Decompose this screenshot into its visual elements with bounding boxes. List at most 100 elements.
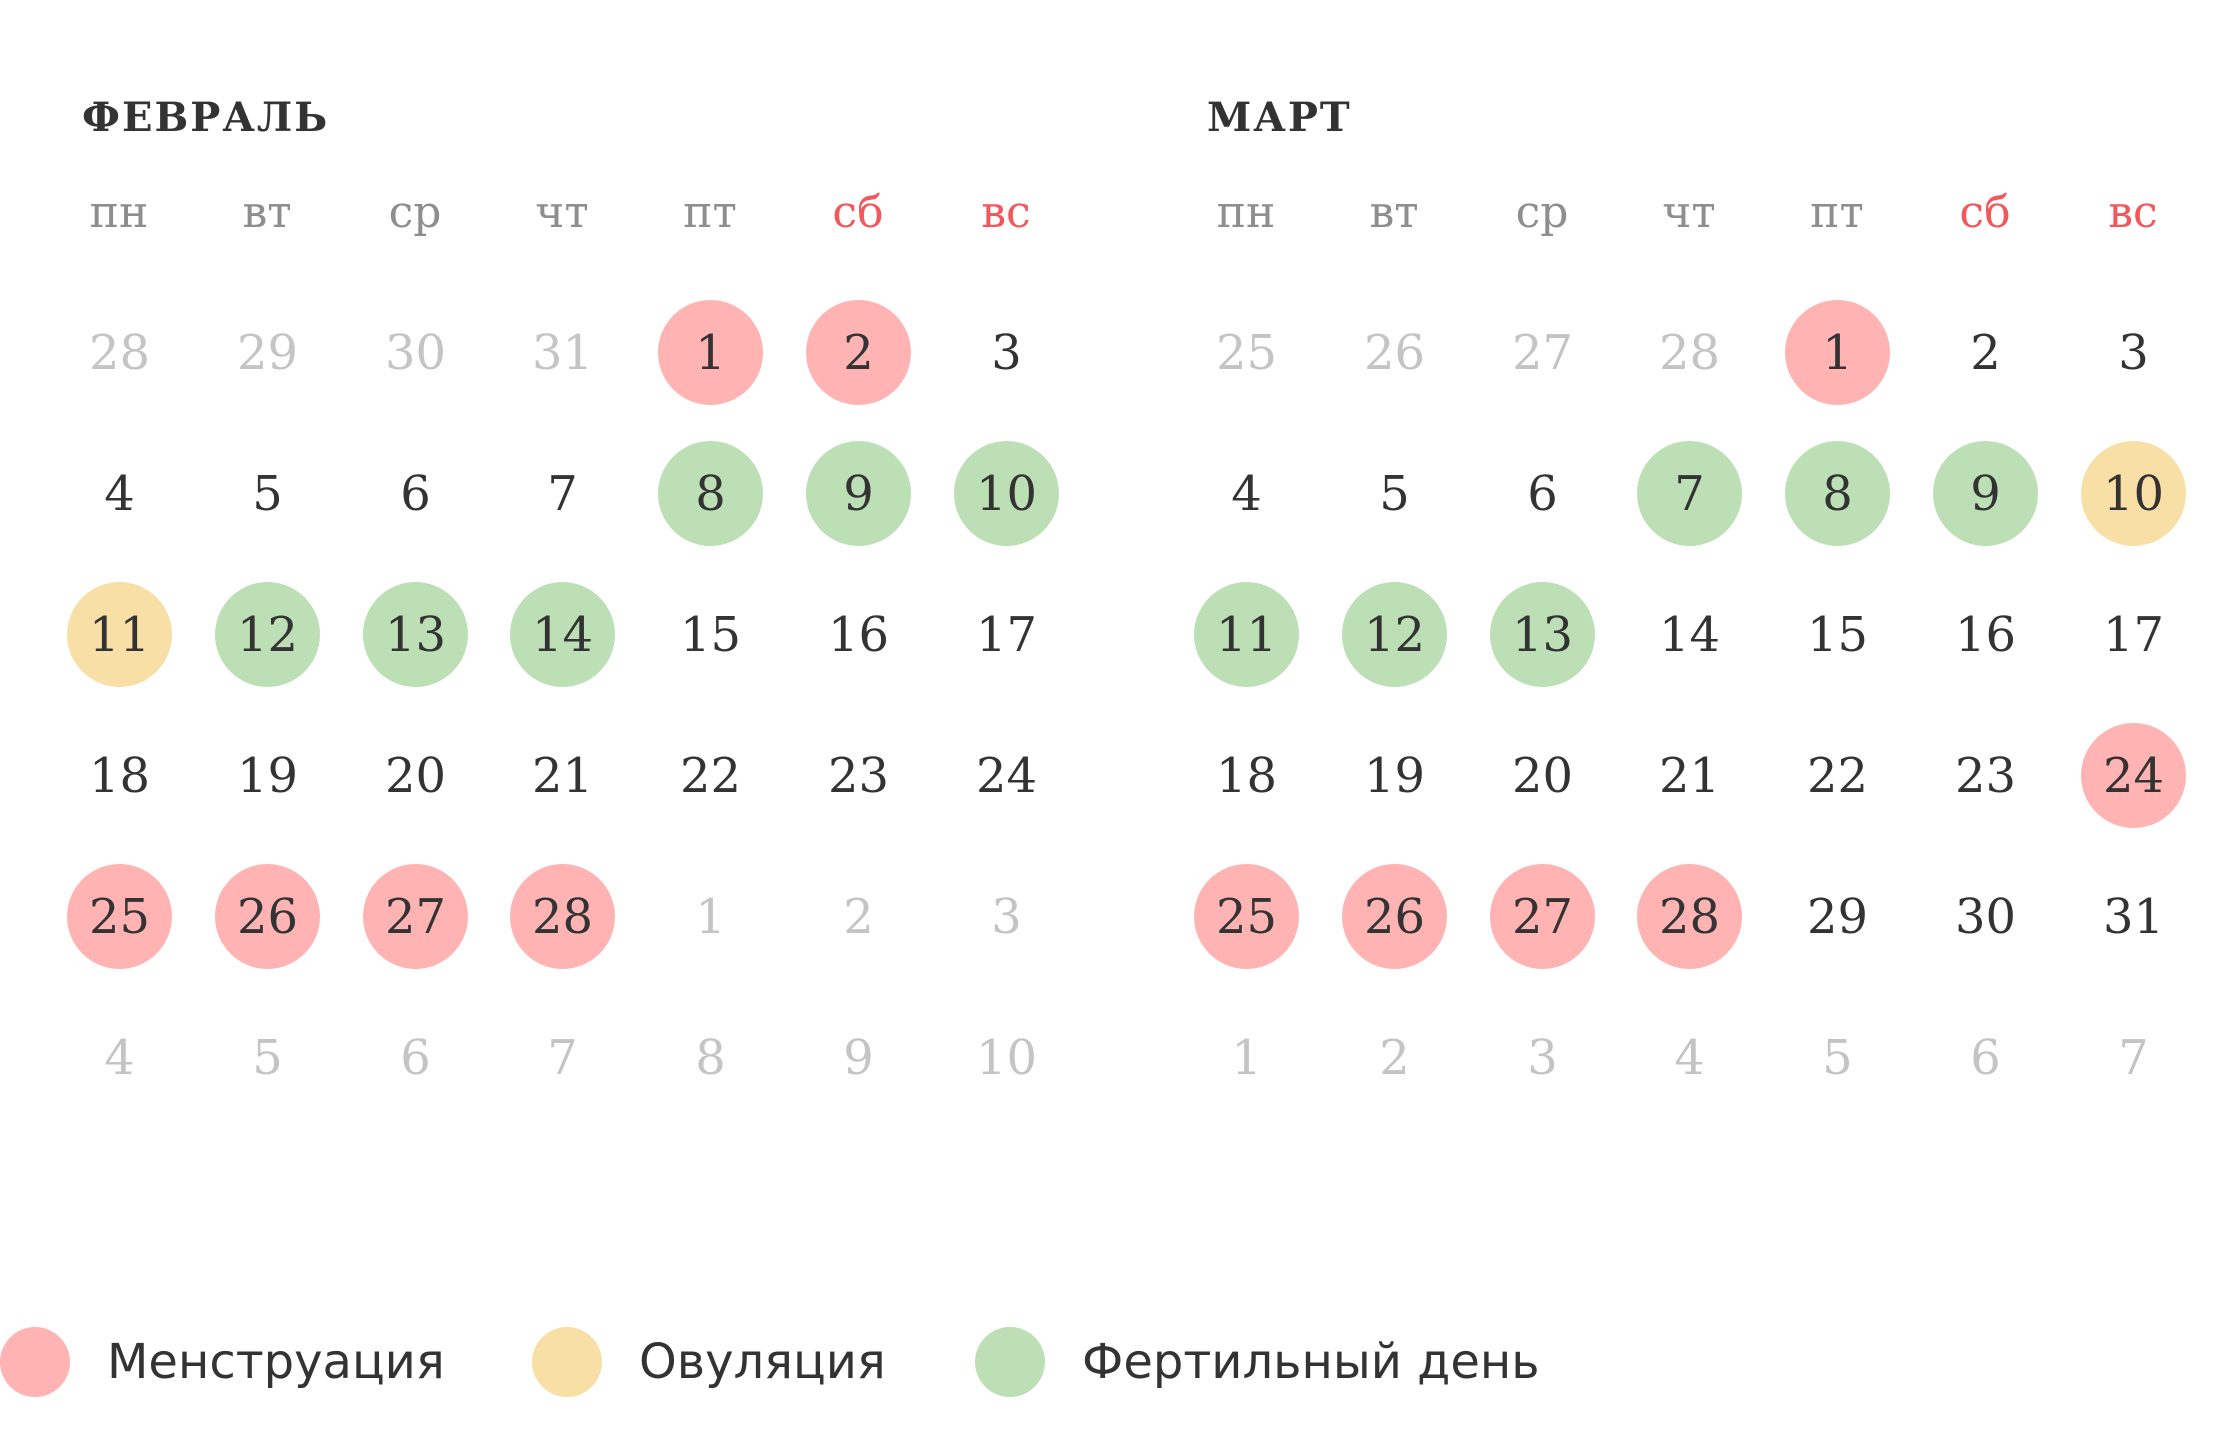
day-cell[interactable]: 3: [2118, 324, 2149, 381]
day-cell-fertile[interactable]: 9: [1933, 441, 2038, 546]
day-cell-menstruation[interactable]: 2: [806, 300, 911, 405]
day-cell[interactable]: 2: [1970, 324, 2001, 381]
day-cell-outside-month[interactable]: 2: [843, 888, 874, 945]
day-cell[interactable]: 30: [1954, 888, 2017, 945]
day-cell-menstruation[interactable]: 1: [658, 300, 763, 405]
fertile-dot-icon: [975, 1327, 1045, 1397]
day-cell-outside-month[interactable]: 4: [1674, 1029, 1705, 1086]
day-cell[interactable]: 18: [1215, 747, 1278, 804]
day-cell-fertile[interactable]: 12: [215, 582, 320, 687]
day-cell[interactable]: 3: [991, 324, 1022, 381]
day-cell-ovulation[interactable]: 11: [67, 582, 172, 687]
day-cell-outside-month[interactable]: 3: [991, 888, 1022, 945]
day-cell-outside-month[interactable]: 27: [1511, 324, 1574, 381]
day-cell-outside-month[interactable]: 5: [252, 1029, 283, 1086]
day-cell[interactable]: 16: [1954, 606, 2017, 663]
day-cell[interactable]: 29: [1806, 888, 1869, 945]
weekday-header: ср: [1515, 187, 1569, 238]
day-cell-menstruation[interactable]: 28: [1637, 864, 1742, 969]
day-cell-fertile[interactable]: 7: [1637, 441, 1742, 546]
day-cell-ovulation[interactable]: 10: [2081, 441, 2186, 546]
day-cell-fertile[interactable]: 9: [806, 441, 911, 546]
day-cell-fertile[interactable]: 8: [1785, 441, 1890, 546]
day-cell[interactable]: 15: [1806, 606, 1869, 663]
day-cell-fertile[interactable]: 10: [954, 441, 1059, 546]
day-cell-outside-month[interactable]: 7: [2118, 1029, 2149, 1086]
day-cell[interactable]: 7: [547, 465, 578, 522]
day-cell-menstruation[interactable]: 25: [67, 864, 172, 969]
day-cell[interactable]: 6: [400, 465, 431, 522]
day-cell[interactable]: 18: [88, 747, 151, 804]
weekday-header: чт: [535, 187, 589, 238]
day-cell-outside-month[interactable]: 8: [695, 1029, 726, 1086]
day-cell[interactable]: 19: [1363, 747, 1426, 804]
menstruation-dot-icon: [0, 1327, 70, 1397]
day-cell[interactable]: 24: [975, 747, 1038, 804]
weekday-header: вс: [2108, 187, 2158, 238]
calendar-march: МАРТ пн вт ср чт пт сб вс 25 26 27 28 1 2 3 4 5 6 7 8 9 10 11…: [1165, 0, 2225, 1120]
day-cell-outside-month[interactable]: 26: [1363, 324, 1426, 381]
day-cell-fertile[interactable]: 8: [658, 441, 763, 546]
weekday-header: вт: [1369, 187, 1419, 238]
day-cell[interactable]: 19: [236, 747, 299, 804]
day-cell-menstruation[interactable]: 26: [215, 864, 320, 969]
day-cell-fertile[interactable]: 12: [1342, 582, 1447, 687]
day-cell[interactable]: 21: [531, 747, 594, 804]
legend-label: Овуляция: [639, 1334, 886, 1390]
day-cell-menstruation[interactable]: 24: [2081, 723, 2186, 828]
day-cell-outside-month[interactable]: 10: [975, 1029, 1038, 1086]
day-cell-outside-month[interactable]: 3: [1527, 1029, 1558, 1086]
day-cell[interactable]: 4: [104, 465, 135, 522]
day-cell[interactable]: 17: [2102, 606, 2165, 663]
day-cell-outside-month[interactable]: 6: [1970, 1029, 2001, 1086]
day-cell-fertile[interactable]: 13: [1490, 582, 1595, 687]
day-cell[interactable]: 5: [252, 465, 283, 522]
day-cell[interactable]: 15: [679, 606, 742, 663]
weekday-header: чт: [1662, 187, 1716, 238]
day-cell[interactable]: 21: [1658, 747, 1721, 804]
day-cell-menstruation[interactable]: 26: [1342, 864, 1447, 969]
month-title: МАРТ: [1207, 94, 1352, 141]
day-cell-outside-month[interactable]: 25: [1215, 324, 1278, 381]
day-cell-menstruation[interactable]: 25: [1194, 864, 1299, 969]
day-cell-outside-month[interactable]: 2: [1379, 1029, 1410, 1086]
day-cell-fertile[interactable]: 13: [363, 582, 468, 687]
day-cell-outside-month[interactable]: 9: [843, 1029, 874, 1086]
day-cell-outside-month[interactable]: 1: [1231, 1029, 1262, 1086]
day-cell-menstruation[interactable]: 27: [363, 864, 468, 969]
day-cell-outside-month[interactable]: 1: [695, 888, 726, 945]
day-cell-menstruation[interactable]: 28: [510, 864, 615, 969]
day-cell-outside-month[interactable]: 5: [1822, 1029, 1853, 1086]
day-cell[interactable]: 4: [1231, 465, 1262, 522]
day-cell-outside-month[interactable]: 28: [1658, 324, 1721, 381]
day-cell-outside-month[interactable]: 28: [88, 324, 151, 381]
day-cell-outside-month[interactable]: 30: [384, 324, 447, 381]
day-cell[interactable]: 23: [1954, 747, 2017, 804]
day-cell-outside-month[interactable]: 31: [531, 324, 594, 381]
day-cell-outside-month[interactable]: 29: [236, 324, 299, 381]
day-cell-fertile[interactable]: 14: [510, 582, 615, 687]
day-cell[interactable]: 6: [1527, 465, 1558, 522]
weekday-header: пн: [89, 187, 149, 238]
day-cell-menstruation[interactable]: 27: [1490, 864, 1595, 969]
day-cell[interactable]: 16: [827, 606, 890, 663]
day-cell[interactable]: 23: [827, 747, 890, 804]
day-cell[interactable]: 5: [1379, 465, 1410, 522]
day-cell[interactable]: 17: [975, 606, 1038, 663]
day-cell-outside-month[interactable]: 6: [400, 1029, 431, 1086]
weekday-header: пт: [683, 187, 737, 238]
day-cell-outside-month[interactable]: 4: [104, 1029, 135, 1086]
day-cell[interactable]: 20: [1511, 747, 1574, 804]
day-cell[interactable]: 14: [1658, 606, 1721, 663]
day-cell-fertile[interactable]: 11: [1194, 582, 1299, 687]
day-cell[interactable]: 22: [1806, 747, 1869, 804]
day-cell-outside-month[interactable]: 7: [547, 1029, 578, 1086]
day-cell-menstruation[interactable]: 1: [1785, 300, 1890, 405]
legend-item-ovulation: Овуляция: [532, 1327, 886, 1397]
day-cell[interactable]: 22: [679, 747, 742, 804]
day-cell[interactable]: 31: [2102, 888, 2165, 945]
day-cell[interactable]: 20: [384, 747, 447, 804]
weekday-header: сб: [832, 187, 884, 238]
weekday-header: пт: [1810, 187, 1864, 238]
month-title: ФЕВРАЛЬ: [82, 94, 330, 141]
